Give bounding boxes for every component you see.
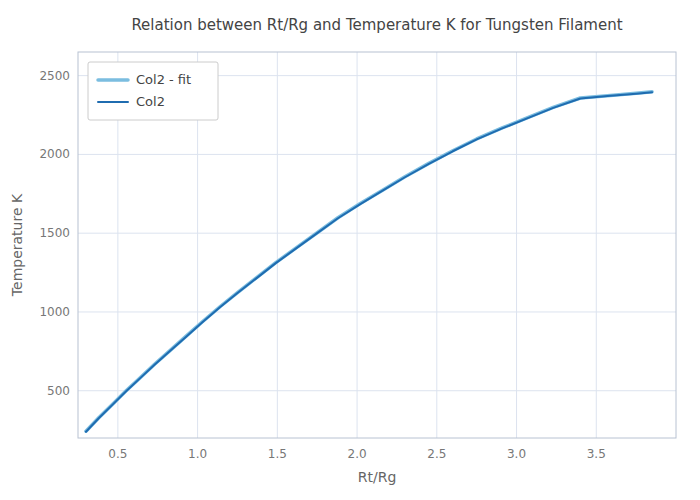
y-tick-label: 2000 xyxy=(39,147,70,161)
legend-swatch xyxy=(98,78,128,82)
data-area xyxy=(86,92,652,432)
axes: 0.5 1.0 1.5 2.0 2.5 3.0 3.5 500 1000 1500 2000 2500 xyxy=(39,69,605,461)
x-tick-label: 0.5 xyxy=(108,447,127,461)
x-tick-label: 2.5 xyxy=(427,447,446,461)
x-tick-label: 1.0 xyxy=(188,447,207,461)
x-axis-label: Rt/Rg xyxy=(358,469,397,485)
y-tick-label: 1000 xyxy=(39,305,70,319)
x-tick-label: 2.0 xyxy=(348,447,367,461)
x-grid-line xyxy=(596,52,597,438)
series-line xyxy=(86,92,652,432)
grid xyxy=(78,52,676,438)
x-tick-label: 1.5 xyxy=(268,447,287,461)
y-tick-label: 1500 xyxy=(39,226,70,240)
plot-background xyxy=(78,52,676,438)
y-tick-label: 500 xyxy=(47,384,70,398)
x-grid-line xyxy=(277,52,278,438)
legend-box xyxy=(88,62,218,120)
y-grid-line xyxy=(78,390,676,391)
y-axis-label: Temperature K xyxy=(9,193,25,297)
series-line xyxy=(86,92,652,432)
y-grid-line xyxy=(78,233,676,234)
chart: 0.5 1.0 1.5 2.0 2.5 3.0 3.5 500 1000 1500 2000 2500… xyxy=(0,0,700,500)
plot-frame xyxy=(78,52,676,438)
y-tick-label: 2500 xyxy=(39,69,70,83)
x-grid-line xyxy=(436,52,437,438)
legend-label: Col2 xyxy=(136,94,165,109)
x-tick-label: 3.0 xyxy=(507,447,526,461)
y-grid-line xyxy=(78,311,676,312)
x-grid-line xyxy=(357,52,358,438)
title: Relation between Rt/Rg and Temperature K… xyxy=(131,16,622,34)
x-tick-label: 3.5 xyxy=(587,447,606,461)
x-grid-line xyxy=(516,52,517,438)
legend: Col2 - fit Col2 xyxy=(88,62,218,120)
legend-swatch xyxy=(98,101,128,103)
y-grid-line xyxy=(78,154,676,155)
legend-label: Col2 - fit xyxy=(136,72,191,87)
